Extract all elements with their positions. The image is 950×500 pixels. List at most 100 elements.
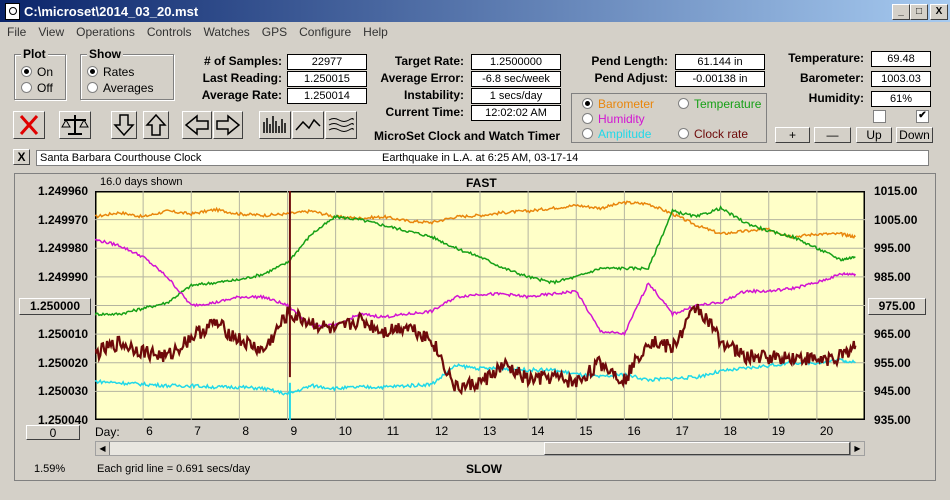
show-averages-radio[interactable]: Averages	[87, 81, 153, 95]
barometer-value: 1003.03	[871, 71, 931, 87]
close-row-button[interactable]: X	[13, 149, 30, 165]
right-axis-tick: 995.00	[874, 241, 911, 256]
chart-panel	[14, 173, 936, 481]
average-rate-label: Average Rate:	[201, 88, 282, 102]
window-title: C:\microset\2014_03_20.mst	[24, 4, 199, 19]
target-rate-value[interactable]: 1.2500000	[471, 54, 561, 70]
day-label: Day:	[95, 425, 120, 439]
instability-label: Instability:	[403, 88, 464, 102]
arrow-right-icon	[216, 114, 241, 136]
legend-barometer-radio[interactable]: Barometer	[582, 97, 654, 111]
day-tick-label: 18	[723, 424, 737, 438]
series-line-temperature	[95, 205, 856, 317]
temperature-label: Temperature:	[788, 51, 864, 65]
series-line-clock-rate	[95, 303, 857, 396]
red-x-icon	[19, 115, 39, 135]
legend-temperature-radio[interactable]: Temperature	[678, 97, 761, 111]
scroll-up-button[interactable]	[143, 111, 169, 139]
balance-button[interactable]	[59, 111, 91, 139]
horizontal-scrollbar[interactable]: ◀ ▶	[95, 441, 865, 456]
rate-chart[interactable]	[95, 191, 865, 420]
pend-adjust-value: -0.00138 in	[675, 71, 765, 87]
show-group-title: Show	[87, 47, 123, 61]
menu-file[interactable]: File	[7, 25, 27, 39]
instability-value: 1 secs/day	[471, 88, 561, 104]
day-tick-label: 19	[771, 424, 786, 438]
arrow-up-icon	[145, 113, 167, 136]
samples-label: # of Samples:	[203, 54, 282, 68]
show-rates-radio[interactable]: Rates	[87, 65, 134, 79]
scroll-down-button[interactable]	[111, 111, 137, 139]
menu-controls[interactable]: Controls	[146, 25, 192, 39]
menu-help[interactable]: Help	[363, 25, 388, 39]
left-axis-tick: 1.249970	[37, 212, 88, 227]
legend-amplitude-radio[interactable]: Amplitude	[582, 127, 651, 141]
plot-group: Plot On Off	[14, 47, 66, 100]
left-axis-tick: 1.249980	[37, 241, 88, 256]
plot-off-radio[interactable]: Off	[21, 81, 53, 95]
series-legend: Barometer Temperature Humidity Amplitude…	[571, 93, 767, 143]
left-axis-tick: 1.250020	[37, 355, 88, 370]
humidity-label: Humidity:	[808, 91, 864, 105]
right-axis-tick: 1005.00	[874, 212, 918, 227]
trace-view-button[interactable]	[325, 111, 357, 139]
left-axis-tick: 1.249990	[37, 269, 88, 284]
humidity-value: 61%	[871, 91, 931, 107]
average-rate-value: 1.250014	[287, 88, 367, 104]
average-error-value: -6.8 sec/week	[471, 71, 561, 87]
day-tick-label: 8	[242, 424, 250, 438]
left-axis-highlight-button[interactable]: 1.250000	[19, 297, 91, 315]
clock-note: Earthquake in L.A. at 6:25 AM, 03-17-14	[382, 152, 579, 164]
day-tick-label: 11	[386, 424, 400, 438]
menu-configure[interactable]: Configure	[299, 25, 352, 39]
day-tick-label: 14	[531, 424, 545, 438]
day-tick-label: 10	[338, 424, 352, 438]
offset-input[interactable]: 0	[26, 425, 80, 440]
maximize-button[interactable]: □	[910, 4, 928, 20]
menu-bar: File View Operations Controls Watches GPS Conf…	[0, 22, 950, 42]
scrollbar-thumb[interactable]	[544, 442, 850, 455]
close-button[interactable]: X	[930, 4, 948, 20]
plus-button[interactable]: +	[775, 127, 810, 143]
temperature-value: 69.48	[871, 51, 931, 67]
right-axis-tick: 945.00	[874, 384, 911, 399]
menu-operations[interactable]: Operations	[76, 25, 135, 39]
day-tick-label: 7	[194, 424, 201, 438]
current-time-value: 12:02:02 AM	[471, 105, 561, 121]
current-time-label: Current Time:	[385, 105, 464, 119]
plot-on-radio[interactable]: On	[21, 65, 53, 79]
minimize-button[interactable]: _	[892, 4, 910, 20]
up-button[interactable]: Up	[856, 127, 892, 143]
option-checkbox-2[interactable]: ✔	[916, 110, 929, 123]
left-axis-tick: 1.250030	[37, 384, 88, 399]
day-tick-label: 6	[146, 424, 153, 438]
clock-name-bar[interactable]: Santa Barbara Courthouse Clock Earthquak…	[36, 150, 929, 166]
minus-button[interactable]: —	[814, 127, 851, 143]
scroll-right-arrow-icon[interactable]: ▶	[850, 442, 864, 455]
scroll-left-arrow-icon[interactable]: ◀	[96, 442, 110, 455]
grid-note-text: Each grid line = 0.691 secs/day	[97, 463, 251, 475]
last-reading-value: 1.250015	[287, 71, 367, 87]
line-view-button[interactable]	[292, 111, 324, 139]
legend-clock-rate-radio[interactable]: Clock rate	[678, 127, 748, 141]
average-error-label: Average Error:	[380, 71, 464, 85]
option-checkbox-1[interactable]	[873, 110, 886, 123]
right-axis-tick: 965.00	[874, 327, 911, 342]
down-button[interactable]: Down	[896, 127, 933, 143]
show-group: Show Rates Averages	[80, 47, 174, 100]
title-bar[interactable]: C:\microset\2014_03_20.mst _ □ X	[0, 0, 950, 22]
scroll-right-button[interactable]	[213, 111, 243, 139]
menu-gps[interactable]: GPS	[261, 25, 288, 39]
histogram-icon	[263, 116, 286, 133]
pend-length-value[interactable]: 61.144 in	[675, 54, 765, 70]
right-axis-highlight-button[interactable]: 975.00	[868, 297, 926, 315]
menu-watches[interactable]: Watches	[203, 25, 250, 39]
clear-button[interactable]	[13, 111, 45, 139]
right-axis-tick: 1015.00	[874, 184, 918, 198]
last-reading-label: Last Reading:	[202, 71, 282, 85]
scroll-left-button[interactable]	[182, 111, 212, 139]
legend-humidity-radio[interactable]: Humidity	[582, 112, 645, 126]
menu-view[interactable]: View	[38, 25, 65, 39]
histogram-view-button[interactable]	[259, 111, 291, 139]
series-line-barometer	[95, 200, 856, 240]
